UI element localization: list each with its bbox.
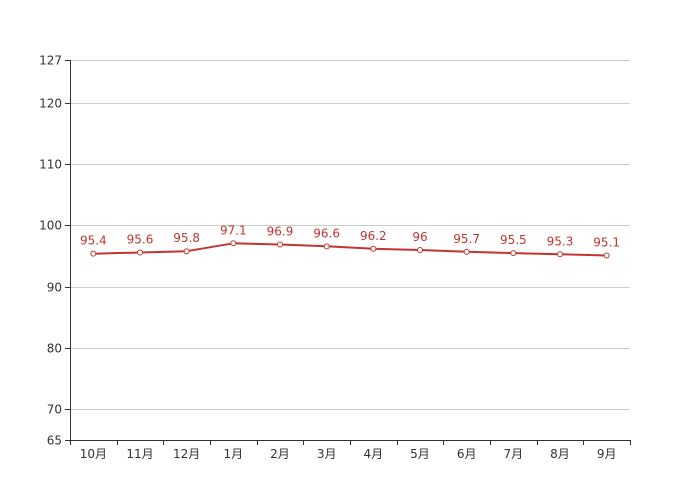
y-tick-label: 120 (39, 97, 62, 111)
x-tick-label: 2月 (270, 447, 290, 461)
data-label: 96.6 (313, 226, 340, 240)
x-tick-label: 9月 (597, 447, 617, 461)
data-label: 95.1 (593, 236, 620, 250)
data-label: 96.2 (360, 229, 387, 243)
data-label: 96 (412, 230, 427, 244)
data-point (277, 241, 283, 248)
gridlines (70, 60, 630, 410)
data-point (463, 248, 470, 255)
data-point (370, 245, 377, 252)
data-point (510, 250, 517, 257)
series-line (93, 242, 607, 257)
y-tick-label: 65 (47, 434, 62, 448)
x-tick-label: 8月 (550, 447, 570, 461)
y-tick-label: 110 (39, 158, 62, 172)
x-tick-label: 10月 (80, 447, 107, 461)
data-labels: 95.4 95.6 95.8 97.1 96.9 96.6 96.2 96 95.7 95.5 95… (80, 223, 620, 249)
x-tick-label: 6月 (457, 447, 477, 461)
data-point (557, 251, 563, 258)
data-label: 95.8 (173, 231, 200, 245)
data-label: 95.3 (547, 234, 574, 248)
data-label: 95.6 (127, 232, 154, 246)
data-point (323, 243, 330, 250)
y-tick-label: 80 (47, 342, 62, 356)
series (90, 240, 610, 259)
data-point (417, 247, 423, 253)
data-label: 96.9 (267, 224, 294, 238)
axes: 65 70 80 90 100 110 120 127 10月 11月 12月 1月 2月 3月 4月 5月 6… (39, 54, 631, 461)
data-point (230, 240, 237, 247)
x-tick-label: 1月 (224, 447, 244, 461)
x-tick-label: 11月 (126, 447, 153, 461)
x-tick-label: 5月 (410, 447, 430, 461)
data-point (183, 248, 190, 255)
data-point (137, 249, 143, 256)
x-tick-label: 3月 (317, 447, 337, 461)
y-tick-label: 100 (39, 219, 62, 233)
data-point (90, 250, 97, 257)
y-tick-label: 127 (39, 54, 62, 68)
x-tick-label: 4月 (364, 447, 384, 461)
data-label: 95.7 (453, 232, 480, 246)
data-label: 95.4 (80, 234, 107, 248)
x-tick-label: 7月 (504, 447, 524, 461)
y-tick-label: 70 (47, 403, 62, 417)
data-label: 95.5 (500, 233, 527, 247)
data-label: 97.1 (220, 223, 247, 237)
data-point (603, 252, 610, 259)
x-tick-label: 12月 (173, 447, 200, 461)
y-tick-label: 90 (47, 281, 62, 295)
